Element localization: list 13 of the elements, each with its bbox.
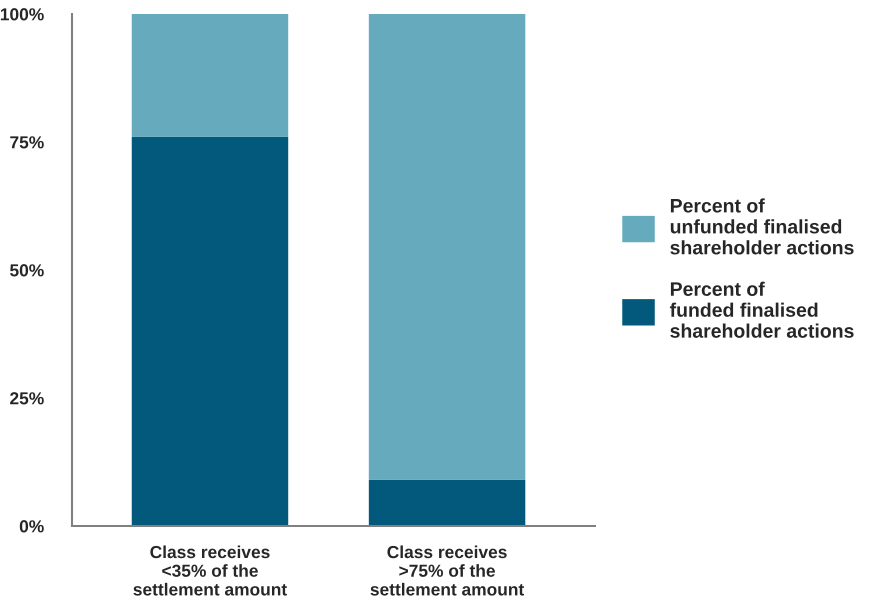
x-tick-label: Class receives <35% of the settlement amount	[133, 545, 287, 596]
y-tick-label: 75%	[10, 136, 44, 148]
bar	[368, 14, 526, 480]
y-tick-label: 0%	[20, 520, 44, 532]
bar	[132, 136, 288, 526]
x-tick-label: Class receives >75% of the settlement amount	[370, 545, 524, 596]
y-tick-label: 25%	[10, 392, 44, 404]
y-tick-label: 50%	[10, 264, 44, 276]
bar	[368, 480, 526, 526]
legend-label: Percent of funded finalised shareholder actions	[670, 282, 854, 338]
legend-label: Percent of unfunded finalised shareholder actions	[670, 198, 854, 254]
bar	[132, 14, 288, 137]
y-tick-label: 100%	[0, 8, 44, 20]
